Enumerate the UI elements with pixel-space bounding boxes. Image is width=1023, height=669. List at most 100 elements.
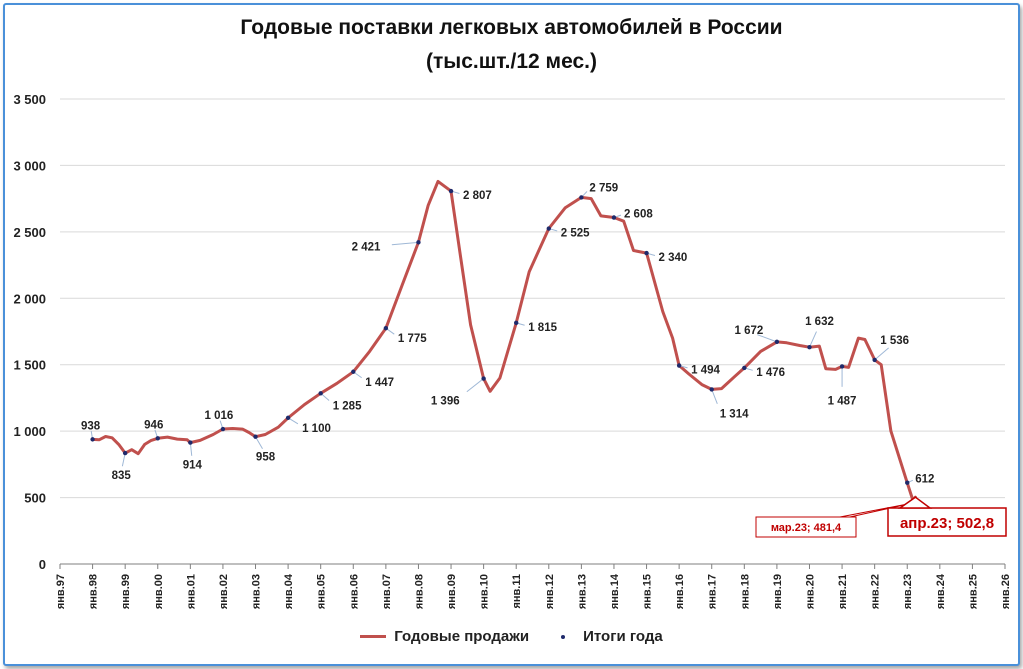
data-label-leader <box>757 334 778 343</box>
legend-label-year-totals: Итоги года <box>583 628 663 645</box>
year-total-point <box>90 437 95 442</box>
chart-title: Годовые поставки легковых автомобилей в … <box>240 16 783 39</box>
year-total-point <box>579 195 584 200</box>
x-tick-label: янв.25 <box>967 574 979 609</box>
year-total-point <box>351 369 356 374</box>
x-tick-label: янв.26 <box>1000 574 1012 609</box>
data-label-year-total: 835 <box>112 470 132 482</box>
y-tick-label: 3 000 <box>13 158 46 173</box>
data-label-year-total: 1 536 <box>880 335 909 347</box>
year-total-point <box>774 339 780 345</box>
data-label-year-total: 1 494 <box>691 365 720 377</box>
data-label-year-total: 1 314 <box>720 408 749 420</box>
x-tick-label: янв.15 <box>642 574 654 609</box>
x-tick-label: янв.05 <box>316 574 328 609</box>
y-tick-label: 2 500 <box>13 225 46 240</box>
year-total-point <box>839 364 845 369</box>
data-label-year-total: 1 016 <box>205 410 234 422</box>
year-total-point <box>188 440 193 445</box>
x-tick-label: янв.14 <box>609 573 621 609</box>
y-tick-label: 1 000 <box>13 424 46 439</box>
y-tick-label: 0 <box>39 557 46 572</box>
data-label-leader <box>809 331 817 348</box>
data-label-year-total: 914 <box>183 460 203 472</box>
callout-label-mar23: мар.23; 481,4 <box>771 522 842 534</box>
data-label-year-total: 1 447 <box>365 377 394 389</box>
data-label-year-total: 1 285 <box>333 400 362 412</box>
x-tick-label: янв.09 <box>446 574 458 609</box>
chart-legend: Годовые продажи Итоги года <box>0 628 1023 645</box>
x-tick-label: янв.00 <box>153 574 165 609</box>
data-label-year-total: 2 525 <box>561 228 590 240</box>
x-tick-label: янв.23 <box>902 574 914 609</box>
chart-subtitle: (тыс.шт./12 мес.) <box>426 50 597 73</box>
x-tick-label: янв.07 <box>381 574 393 609</box>
y-tick-label: 1 500 <box>13 358 46 373</box>
data-label-year-total: 938 <box>81 420 101 432</box>
x-tick-label: янв.12 <box>544 574 556 609</box>
year-total-point <box>676 363 682 368</box>
x-tick-label: янв.99 <box>120 574 132 609</box>
series-line-annual-sales <box>91 179 917 502</box>
year-total-point <box>416 240 421 245</box>
data-label-year-total: 1 815 <box>528 322 557 334</box>
data-label-year-total: 1 775 <box>398 333 427 345</box>
data-label-leader <box>121 452 126 467</box>
legend-item-year-totals: Итоги года <box>551 628 663 645</box>
year-total-point <box>220 426 226 432</box>
year-total-point <box>155 436 160 441</box>
data-label-year-total: 1 487 <box>828 395 857 407</box>
year-total-point <box>905 480 910 485</box>
data-label-year-total: 1 476 <box>756 367 785 379</box>
x-tick-label: янв.17 <box>707 574 719 609</box>
data-label-year-total: 1 396 <box>431 396 460 408</box>
data-label-year-total: 958 <box>256 452 276 464</box>
year-total-point <box>514 320 519 326</box>
year-total-point <box>611 215 617 220</box>
legend-line-swatch <box>360 635 387 638</box>
x-tick-label: янв.03 <box>251 574 263 609</box>
x-tick-label: янв.18 <box>739 574 751 609</box>
data-label-leader <box>466 378 484 393</box>
year-total-point <box>481 376 486 381</box>
year-total-point <box>318 391 323 396</box>
x-tick-label: янв.21 <box>837 574 849 609</box>
year-total-point <box>807 344 812 350</box>
year-total-point <box>709 387 714 392</box>
year-total-point <box>742 365 747 371</box>
data-label-leader <box>711 389 718 405</box>
data-label-year-total: 2 340 <box>659 252 688 264</box>
x-tick-label: янв.22 <box>870 574 882 609</box>
year-total-point <box>383 325 389 331</box>
legend-label-sales: Годовые продажи <box>394 628 530 645</box>
y-tick-label: 2 000 <box>13 291 46 306</box>
y-tick-label: 3 500 <box>13 92 46 107</box>
callout-box-apr23 <box>887 507 1007 537</box>
data-label-year-total: 1 100 <box>302 423 331 435</box>
data-label-year-total: 612 <box>915 474 934 486</box>
data-label-leader <box>874 347 889 361</box>
legend-dot-swatch <box>561 634 566 639</box>
x-tick-label: янв.98 <box>88 574 100 609</box>
data-label-year-total: 2 608 <box>624 209 653 221</box>
data-label-year-total: 2 421 <box>352 241 381 253</box>
data-label-leader <box>391 241 419 246</box>
data-label-leader <box>189 442 193 456</box>
x-tick-label: янв.10 <box>479 574 491 609</box>
x-tick-label: янв.97 <box>55 574 67 609</box>
year-total-point <box>448 188 454 194</box>
x-tick-label: янв.13 <box>576 574 588 609</box>
year-total-point <box>872 357 877 363</box>
year-total-point <box>644 250 649 256</box>
callout-pointer-apr23 <box>897 496 933 509</box>
data-label-year-total: 1 672 <box>735 325 764 337</box>
x-tick-label: янв.24 <box>935 573 947 609</box>
callout-label-apr23: апр.23; 502,8 <box>900 515 994 532</box>
x-tick-label: янв.06 <box>348 574 360 609</box>
x-tick-label: янв.08 <box>413 574 425 609</box>
data-label-year-total: 2 759 <box>589 182 618 194</box>
x-tick-label: янв.11 <box>511 574 523 609</box>
data-label-year-total: 946 <box>144 419 163 431</box>
x-tick-label: янв.02 <box>218 574 230 609</box>
